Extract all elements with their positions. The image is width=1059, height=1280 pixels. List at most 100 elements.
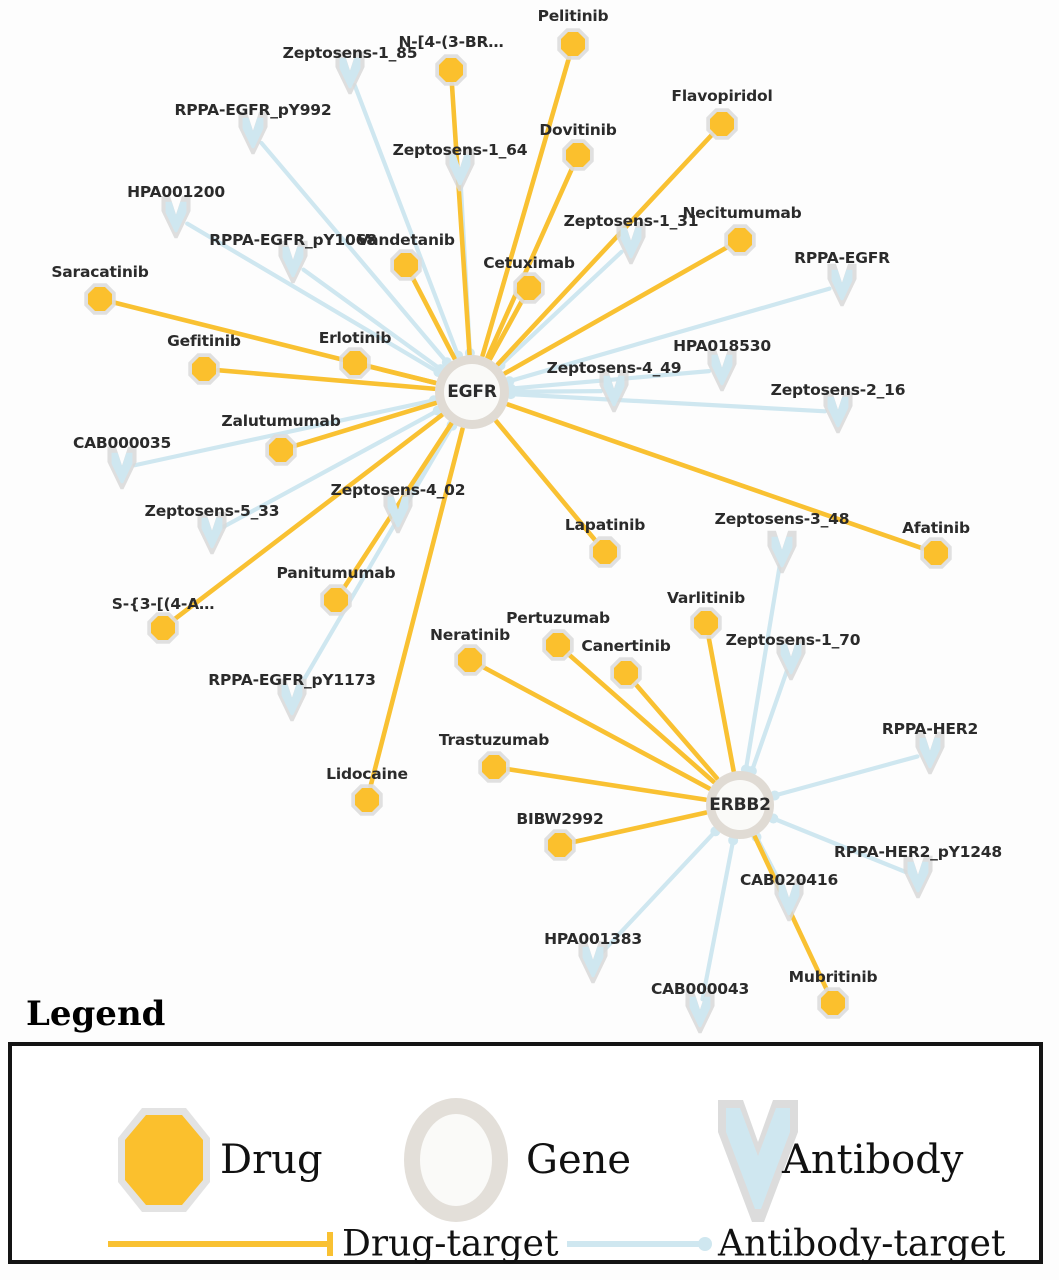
drug-target-edge [505, 766, 708, 802]
antibody-node[interactable] [707, 348, 737, 392]
drug-node[interactable] [817, 987, 849, 1019]
antibody-node[interactable] [107, 446, 137, 490]
legend-antibody-label: Antibody [782, 1137, 964, 1183]
gene-node-center [715, 780, 765, 830]
drug-target-edge [571, 810, 709, 845]
drug-node[interactable] [544, 829, 576, 861]
legend-box: Drug Gene Antibody Drug-target Antibody-… [8, 1042, 1043, 1265]
antibody-node[interactable] [685, 990, 715, 1034]
drug-node[interactable] [188, 353, 220, 385]
antibody-node-body [831, 269, 853, 301]
antibody-node-label: CAB000035 [72, 434, 172, 452]
drug-target-edge [410, 275, 457, 361]
antibody-node[interactable] [161, 195, 191, 239]
drug-node-label: Pelitinib [537, 7, 609, 25]
antibody-node[interactable] [445, 148, 475, 192]
drug-node-body [342, 350, 368, 376]
antibody-target-edge [507, 286, 832, 384]
legend-antibody-icon [718, 1100, 798, 1222]
antibody-node-body [771, 536, 793, 568]
antibody-node[interactable] [277, 678, 307, 722]
antibody-node-label: Zeptosens-3_48 [714, 510, 850, 528]
drug-node-body [545, 632, 571, 658]
drug-target-edge [480, 55, 572, 358]
antibody-node-body [603, 375, 625, 407]
antibody-node-label: RPPA-HER2 [881, 720, 979, 738]
antibody-target-edge [301, 267, 443, 372]
antibody-node[interactable] [774, 878, 804, 922]
antibody-node-label: RPPA-HER2_pY1248 [834, 843, 1002, 861]
drug-node-label: Zalutumumab [221, 412, 341, 430]
drug-node[interactable] [562, 139, 594, 171]
drug-node-body [565, 142, 591, 168]
drug-node[interactable] [724, 224, 756, 256]
gene-node[interactable] [706, 771, 774, 839]
drug-node[interactable] [320, 584, 352, 616]
antibody-node[interactable] [903, 855, 933, 899]
drug-node-label: Pertuzumab [506, 609, 610, 627]
antibody-node[interactable] [767, 530, 797, 574]
antibody-node-label: CAB000043 [650, 980, 750, 998]
antibody-node[interactable] [197, 511, 227, 555]
drug-node[interactable] [610, 657, 642, 689]
drug-node[interactable] [339, 347, 371, 379]
drug-node[interactable] [435, 54, 467, 86]
drug-node[interactable] [454, 644, 486, 676]
antibody-node[interactable] [827, 263, 857, 307]
drug-node[interactable] [513, 272, 545, 304]
drug-node[interactable] [706, 108, 738, 140]
antibody-target-edge [508, 392, 828, 414]
antibody-node-body [780, 643, 802, 675]
antibody-node[interactable] [616, 221, 646, 265]
antibody-node[interactable] [383, 490, 413, 534]
drug-node[interactable] [557, 28, 589, 60]
antibody-node[interactable] [335, 51, 365, 95]
drug-node[interactable] [84, 283, 116, 315]
antibody-node[interactable] [278, 240, 308, 284]
drug-node-label: Mubritinib [788, 968, 878, 986]
drug-node[interactable] [478, 751, 510, 783]
antibody-node-body [242, 117, 264, 149]
antibody-target-edge [772, 754, 920, 798]
antibody-node-label: HPA001383 [544, 930, 642, 948]
antibody-target-edge [221, 408, 440, 529]
antibody-node[interactable] [823, 390, 853, 434]
network-graph[interactable] [0, 0, 1059, 1035]
antibody-node[interactable] [915, 731, 945, 775]
drug-node-body [613, 660, 639, 686]
antibody-node-label: RPPA-EGFR_pY992 [174, 101, 332, 119]
drug-target-edge [215, 367, 437, 392]
drug-node[interactable] [920, 537, 952, 569]
legend-antibody-target-label: Antibody-target [718, 1223, 1006, 1265]
drug-node[interactable] [147, 612, 179, 644]
antibody-node-label: HPA001200 [127, 183, 225, 201]
antibody-node[interactable] [238, 111, 268, 155]
antibody-target-edge [743, 562, 782, 772]
antibody-target-edge [599, 829, 718, 955]
drug-node-label: Lidocaine [326, 765, 408, 783]
drug-node[interactable] [690, 607, 722, 639]
legend-drug-target-edge [108, 1232, 333, 1256]
antibody-node-label: CAB020416 [739, 871, 839, 889]
drug-node[interactable] [589, 536, 621, 568]
antibody-node-body [778, 884, 800, 916]
drug-node[interactable] [265, 434, 297, 466]
antibody-node-body [919, 737, 941, 769]
drug-node[interactable] [351, 784, 383, 816]
drug-node-label: Gefitinib [167, 332, 241, 350]
drug-node-body [354, 787, 380, 813]
antibody-node-body [387, 496, 409, 528]
graph-nodes[interactable] [84, 28, 952, 1034]
drug-node-body [268, 437, 294, 463]
drug-node[interactable] [542, 629, 574, 661]
antibody-node-body [449, 154, 471, 186]
antibody-node[interactable] [599, 369, 629, 413]
antibody-node[interactable] [776, 637, 806, 681]
drug-node[interactable] [390, 249, 422, 281]
antibody-node-label: Zeptosens-5_33 [144, 502, 280, 520]
drug-target-edge [341, 421, 454, 591]
gene-node[interactable] [435, 355, 509, 429]
drug-node-body [150, 615, 176, 641]
antibody-node[interactable] [578, 940, 608, 984]
